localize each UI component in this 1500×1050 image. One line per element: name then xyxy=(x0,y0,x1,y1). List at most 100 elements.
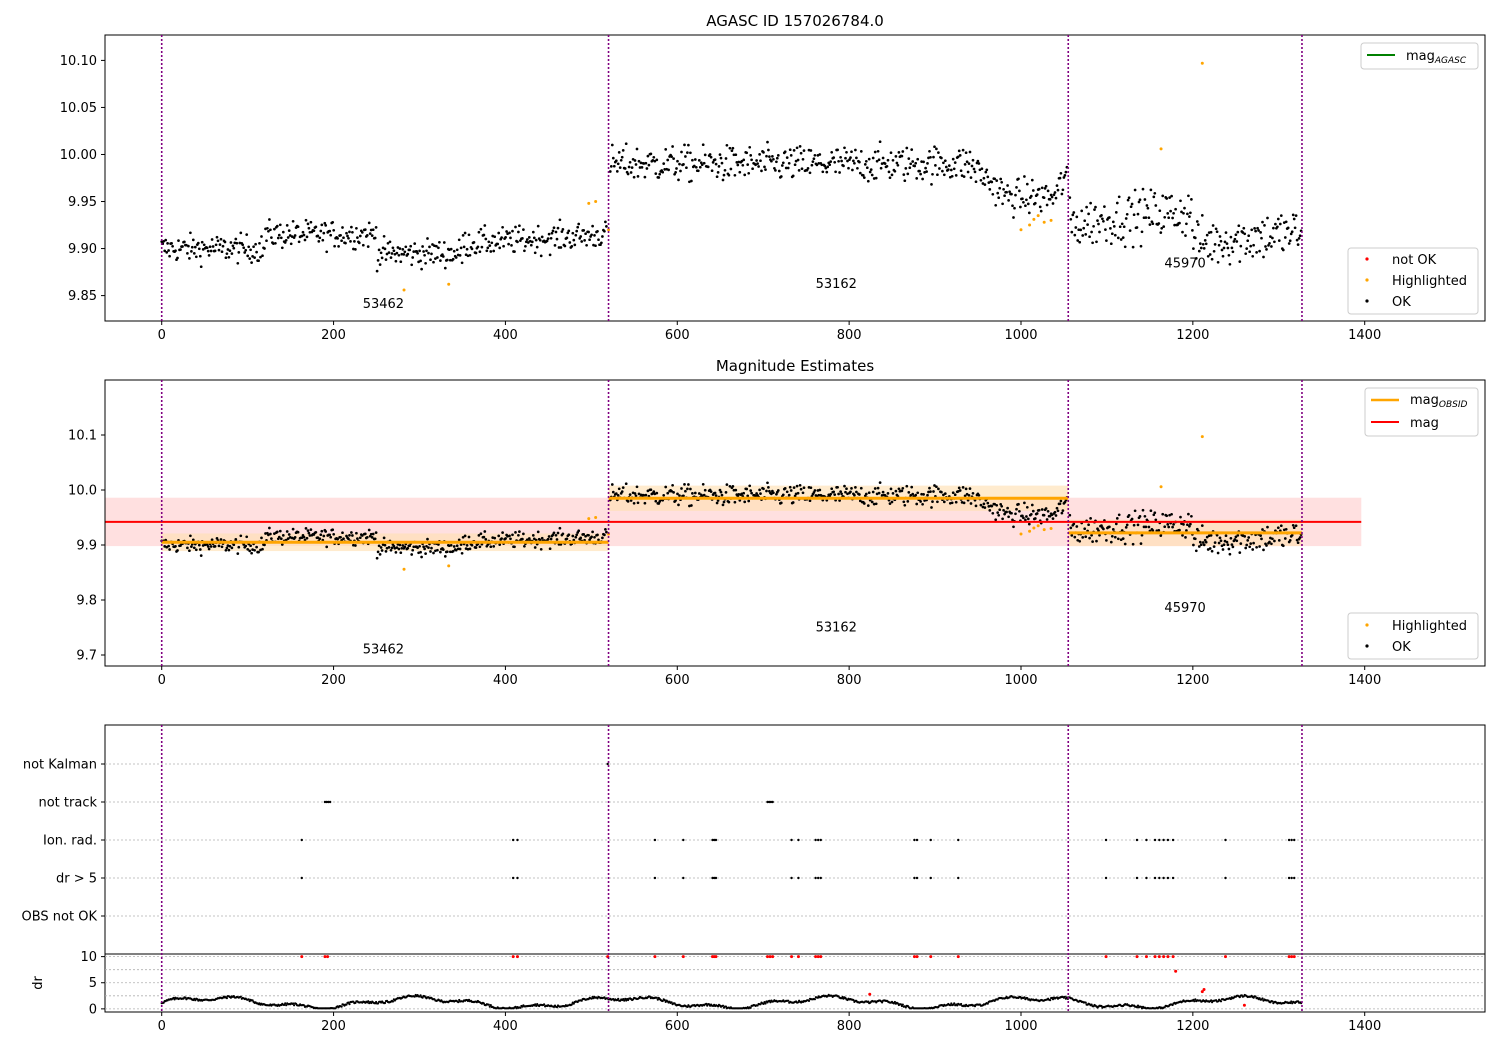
event-mark xyxy=(817,838,820,842)
ok-point xyxy=(644,161,648,165)
ok-point xyxy=(488,244,492,247)
flagged-point xyxy=(816,955,820,959)
ok-point xyxy=(350,531,353,534)
ok-point xyxy=(762,487,765,491)
ok-point xyxy=(1010,511,1013,515)
ok-point xyxy=(523,544,526,548)
ok-point xyxy=(213,249,217,253)
ok-point xyxy=(802,486,806,490)
dr-point xyxy=(901,1003,904,1006)
ok-point xyxy=(783,150,787,154)
ok-point xyxy=(1169,209,1172,213)
flagged-point xyxy=(1144,955,1148,959)
ok-point xyxy=(724,157,728,160)
obsid-label: 45970 xyxy=(1164,601,1205,616)
ok-point xyxy=(1228,552,1232,556)
ok-point xyxy=(859,150,863,153)
ok-point xyxy=(192,252,196,255)
x-tick-label: 800 xyxy=(837,673,862,688)
ok-point xyxy=(626,172,630,176)
event-mark xyxy=(1287,876,1291,880)
ok-point xyxy=(1053,510,1057,514)
ok-point xyxy=(716,499,720,502)
ok-point xyxy=(1138,198,1142,202)
ok-point xyxy=(849,490,852,494)
ok-point xyxy=(1049,193,1053,197)
dr-point xyxy=(1063,995,1066,998)
ok-point xyxy=(601,536,604,540)
y-tick-label: 9.85 xyxy=(68,289,97,304)
ok-point xyxy=(513,250,516,253)
ok-point xyxy=(830,150,834,154)
dr-point xyxy=(721,1004,725,1007)
ok-point xyxy=(970,164,974,168)
ok-point xyxy=(670,489,673,493)
ok-point xyxy=(189,231,192,235)
ok-point xyxy=(421,245,424,248)
ok-point xyxy=(649,488,653,492)
ok-point xyxy=(583,239,586,242)
ok-point xyxy=(682,494,685,498)
ok-point xyxy=(972,167,976,171)
ok-point xyxy=(452,249,456,253)
ok-point xyxy=(608,170,612,173)
ok-point xyxy=(308,534,312,537)
ok-point xyxy=(458,547,462,551)
highlighted-point xyxy=(587,517,591,521)
ok-point xyxy=(231,244,235,248)
ok-point xyxy=(796,158,800,162)
ok-point xyxy=(399,551,403,555)
ok-point xyxy=(1283,537,1287,540)
dr-point xyxy=(293,1004,296,1007)
not-ok-point xyxy=(1242,1003,1246,1007)
ok-point xyxy=(1037,187,1041,191)
ok-point xyxy=(206,545,210,548)
ok-point xyxy=(244,544,248,548)
ok-point xyxy=(191,538,195,542)
ok-point xyxy=(1059,499,1063,503)
ok-point xyxy=(1246,539,1250,542)
dr-point xyxy=(487,1003,490,1006)
ok-point xyxy=(1250,228,1254,232)
ok-point xyxy=(292,236,296,239)
ok-point xyxy=(909,162,913,166)
ok-point xyxy=(787,161,791,165)
ok-point xyxy=(1011,518,1014,522)
ok-point xyxy=(986,175,990,179)
ok-point xyxy=(1247,234,1251,238)
highlighted-point xyxy=(1200,61,1204,65)
ok-point xyxy=(429,258,432,262)
ok-point xyxy=(1199,543,1203,547)
ok-point xyxy=(721,503,725,507)
ok-point xyxy=(881,490,885,494)
ok-point xyxy=(230,252,234,255)
ok-point xyxy=(1221,548,1225,551)
dr-point xyxy=(617,997,620,1001)
ok-point xyxy=(539,547,543,551)
ok-point xyxy=(604,220,607,224)
event-mark xyxy=(711,838,714,842)
ok-point xyxy=(1126,198,1130,202)
ok-point xyxy=(434,257,437,260)
event-mark xyxy=(913,838,916,842)
ok-point xyxy=(909,494,913,497)
ok-point xyxy=(817,162,821,165)
panel-1-legend-bottom: not OK Highlighted OK xyxy=(1347,247,1479,315)
ok-point xyxy=(191,238,195,242)
event-mark xyxy=(1158,876,1161,880)
ok-point xyxy=(429,550,432,553)
ok-point xyxy=(799,487,803,491)
ok-point xyxy=(1063,174,1067,177)
ok-point xyxy=(1225,540,1229,544)
ok-point xyxy=(1111,220,1115,224)
ok-point xyxy=(924,166,927,170)
ok-point xyxy=(844,156,847,160)
ok-point xyxy=(250,551,253,555)
ok-point xyxy=(477,534,481,537)
ok-point xyxy=(1083,219,1087,223)
ok-point xyxy=(906,172,910,176)
ok-point xyxy=(397,547,401,551)
ok-point xyxy=(982,176,986,180)
ok-point xyxy=(472,241,476,244)
ok-point xyxy=(304,218,308,222)
